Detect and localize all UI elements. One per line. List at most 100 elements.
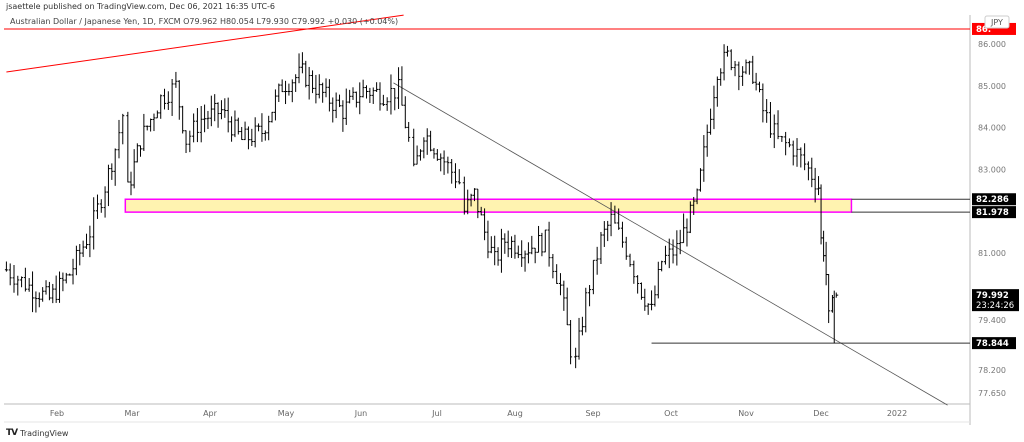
price-bar [799, 147, 803, 168]
price-bar [415, 145, 419, 165]
price-bar [195, 108, 199, 143]
price-bar [588, 285, 592, 307]
y-tick-label: 84.000 [978, 124, 1006, 133]
price-bar [85, 233, 89, 249]
published-by: jsaettele published on TradingView.com, … [6, 2, 275, 11]
x-tick-label: May [278, 409, 295, 418]
price-bar [331, 97, 335, 123]
price-label-text: 78.844 [976, 339, 1009, 349]
price-bar [489, 236, 493, 254]
price-bar [95, 194, 99, 219]
price-bar [294, 74, 298, 92]
y-tick-label: 81.000 [978, 249, 1006, 258]
price-bar [61, 272, 65, 292]
price-label-text: 86. [976, 25, 991, 35]
price-bar [27, 278, 31, 292]
price-bar [725, 45, 729, 57]
price-bar [287, 83, 291, 96]
price-label-text: 82.286 [976, 195, 1009, 205]
price-bar [547, 221, 551, 267]
price-bar [656, 261, 660, 299]
price-bar [705, 124, 709, 157]
price-bar [439, 153, 443, 172]
price-bar [8, 263, 12, 286]
price-bar [358, 82, 362, 115]
price-bar [4, 261, 8, 272]
ohlc-bars [4, 44, 834, 369]
price-bar [226, 97, 230, 133]
price-bar [129, 171, 133, 196]
price-bar [236, 117, 240, 135]
price-bar [110, 163, 114, 180]
price-bar [768, 101, 772, 138]
price-bar [466, 189, 470, 215]
x-tick-label: Mar [124, 409, 140, 418]
price-bar [765, 99, 769, 123]
y-tick-label: 86.000 [978, 40, 1006, 49]
price-bar [688, 201, 692, 234]
price-bar [23, 267, 27, 292]
price-bar [351, 87, 355, 100]
price-bar [719, 68, 723, 86]
price-bar [425, 128, 429, 155]
price-bar [368, 87, 372, 104]
price-bar [324, 78, 328, 98]
price-bar [632, 260, 636, 284]
price-bar [280, 79, 284, 93]
price-bar [513, 234, 517, 259]
price-bar [733, 60, 737, 77]
price-bar [371, 87, 375, 104]
price-bar [365, 85, 369, 99]
tradingview-logo[interactable]: TV TradingView [6, 428, 68, 438]
price-bar [469, 193, 473, 207]
price-bar [253, 117, 257, 148]
price-bar [348, 89, 352, 104]
price-label-text: 81.978 [976, 208, 1009, 218]
price-bar [192, 113, 196, 143]
price-bar [569, 320, 573, 365]
price-bar [20, 276, 24, 288]
price-bar [780, 135, 784, 142]
price-bar [523, 250, 527, 272]
price-bar [216, 102, 220, 128]
price-bar [230, 116, 234, 142]
price-bar [540, 232, 544, 257]
price-bar [435, 149, 439, 161]
price-bar [378, 82, 382, 111]
price-bar [300, 52, 304, 74]
price-bar [813, 167, 817, 203]
price-bar [757, 81, 761, 93]
price-bar [397, 67, 401, 109]
price-bar [407, 121, 411, 142]
price-label-box [972, 193, 1016, 206]
price-bar [284, 80, 288, 105]
price-label-78844: 78.844 [972, 337, 1016, 350]
price-bar [321, 82, 325, 103]
price-bar [37, 292, 41, 308]
price-bar [307, 66, 311, 100]
price-bar [78, 244, 82, 266]
price-bar [106, 164, 110, 207]
price-bar [304, 60, 308, 88]
x-tick-label: 2022 [887, 409, 907, 418]
price-bar [92, 197, 96, 250]
price-bar [715, 76, 719, 107]
price-bar [403, 96, 407, 129]
price-label-81978: 81.978 [972, 206, 1016, 219]
price-bar [486, 220, 490, 259]
price-bar [270, 111, 274, 123]
price-bar [267, 115, 271, 141]
price-bar [565, 287, 569, 326]
price-bar [595, 246, 599, 275]
price-bar [344, 88, 348, 125]
price-bar [479, 206, 483, 216]
price-bar [624, 236, 628, 260]
price-bar [806, 161, 810, 181]
y-tick-label: 79.400 [978, 316, 1006, 325]
price-bar [472, 188, 476, 202]
price-bar [174, 71, 178, 88]
price-bar [442, 150, 446, 175]
price-bar [510, 236, 514, 258]
currency-badge: JPY [984, 15, 1010, 29]
